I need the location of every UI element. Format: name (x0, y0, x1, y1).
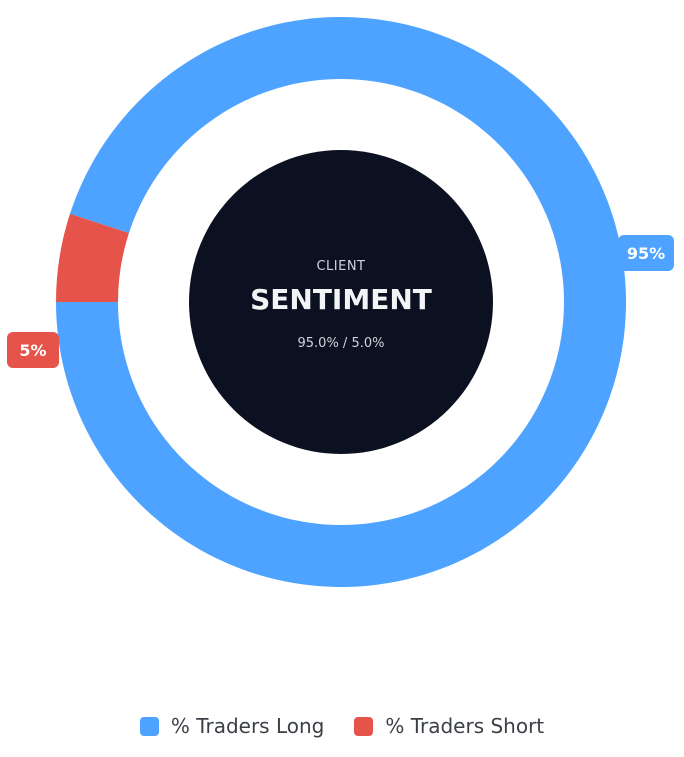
chart-svg: CLIENT SENTIMENT 95.0% / 5.0% 95% 5% (7, 17, 674, 588)
legend-item-long[interactable]: % Traders Long (139, 714, 325, 738)
center-sub-label: 95.0% / 5.0% (298, 336, 385, 351)
center-top-label: CLIENT (316, 259, 365, 274)
legend-swatch-short (354, 716, 374, 736)
legend-item-short[interactable]: % Traders Short (354, 714, 544, 738)
legend-label-short: % Traders Short (385, 714, 545, 738)
legend-swatch-long (139, 716, 159, 736)
legend-label-long: % Traders Long (170, 714, 325, 738)
center-disk (189, 150, 493, 454)
data-label-short: 5% (19, 341, 46, 360)
chart-legend: % Traders Long % Traders Short (0, 714, 684, 738)
data-label-long-badge (618, 235, 674, 271)
data-label-short-badge (7, 332, 59, 368)
center-main-label: SENTIMENT (250, 283, 432, 316)
data-label-long: 95% (627, 244, 665, 263)
slice-traders-short[interactable] (56, 213, 129, 302)
